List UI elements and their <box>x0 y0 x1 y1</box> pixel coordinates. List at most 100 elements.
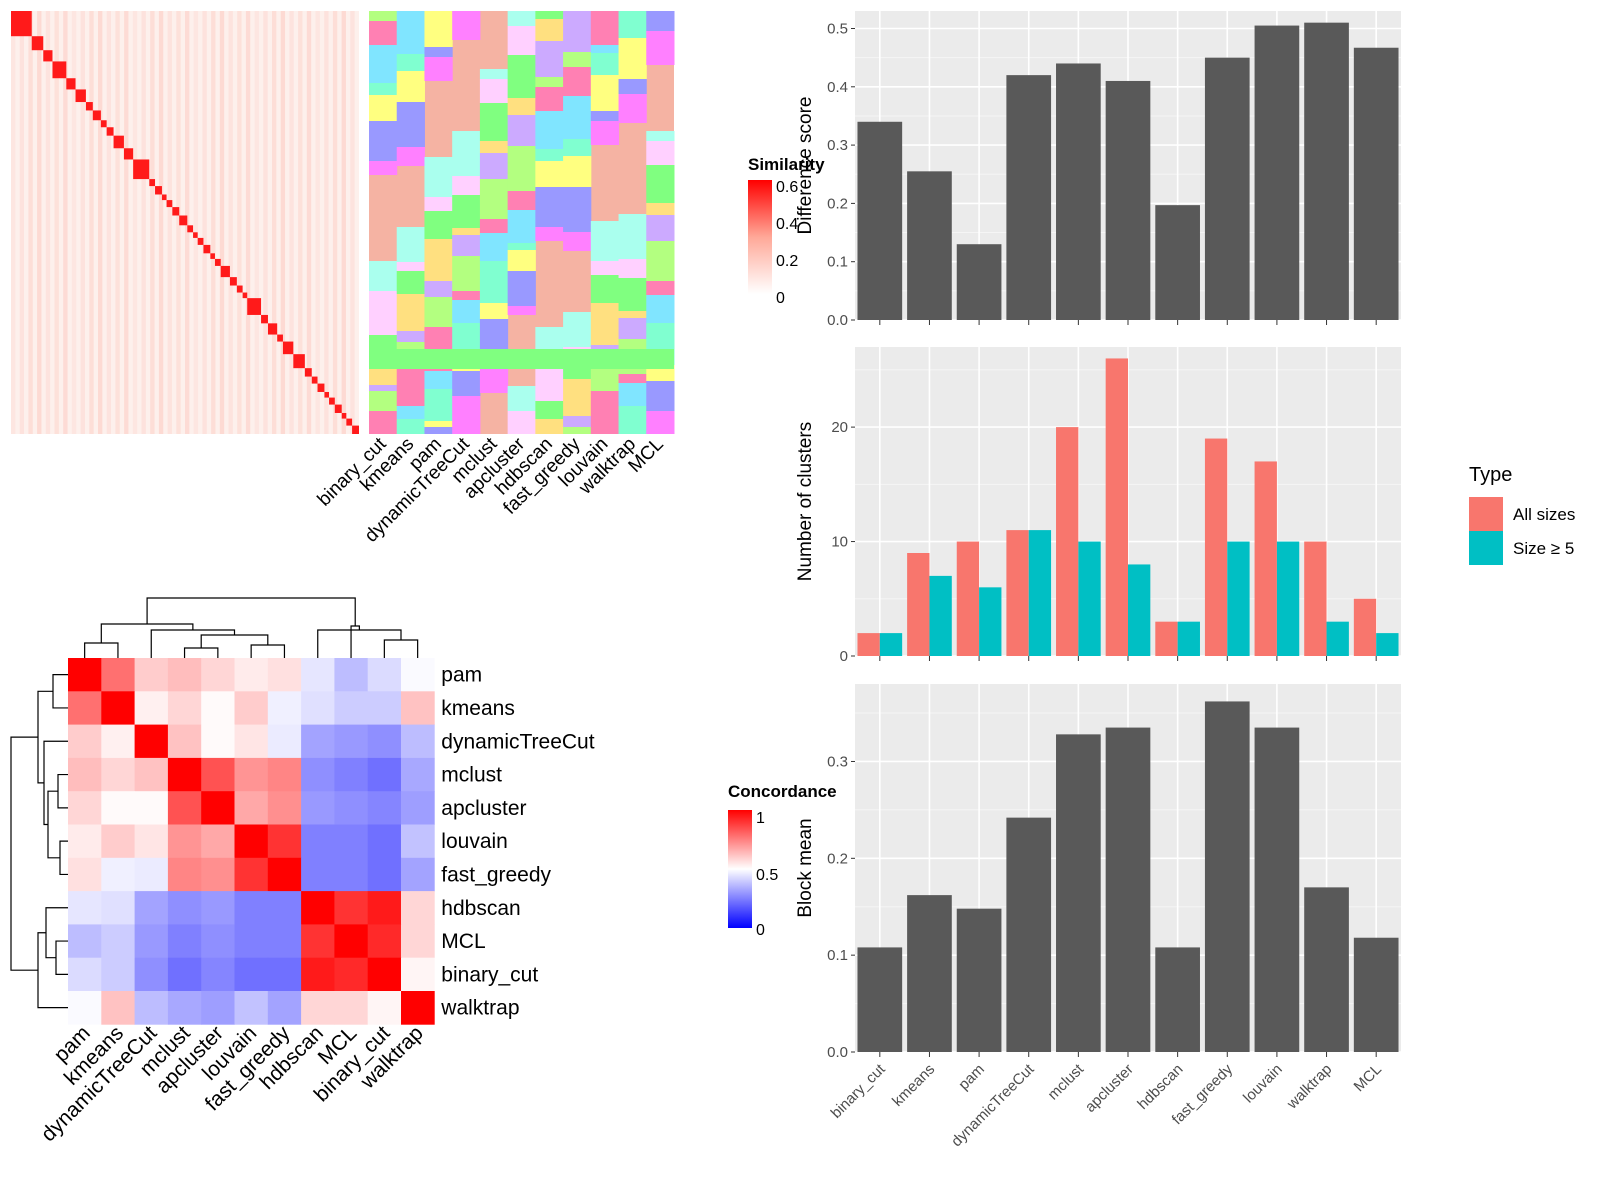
assignment-cell <box>535 187 564 227</box>
assignment-cell <box>563 187 592 232</box>
dendrogram-branch <box>146 597 356 626</box>
concordance-row-label: louvain <box>441 830 508 853</box>
assignment-cell <box>563 67 592 96</box>
similarity-block <box>187 225 194 233</box>
dendrogram-branch <box>350 625 360 658</box>
bar <box>907 895 952 1052</box>
assignment-cell <box>646 411 675 434</box>
dendrogram-branch <box>59 840 68 876</box>
assignment-cell <box>369 21 398 45</box>
bar-all-sizes <box>1155 621 1178 656</box>
similarity-block <box>346 418 353 426</box>
concordance-cell <box>234 791 269 825</box>
y-tick-label: 10 <box>831 534 848 551</box>
concordance-cell <box>101 824 135 859</box>
concordance-cell <box>334 757 369 792</box>
bar-size-ge-5 <box>929 575 952 656</box>
bar <box>1204 701 1250 1052</box>
concordance-cell <box>68 791 102 825</box>
similarity-block <box>172 207 180 216</box>
concordance-cell <box>167 757 202 792</box>
similarity-stripe <box>11 11 16 434</box>
similarity-stripe <box>132 11 138 434</box>
concordance-cell <box>301 757 335 792</box>
concordance-row-label: kmeans <box>441 697 515 720</box>
assignment-cell <box>452 396 481 434</box>
concordance-cell <box>367 891 402 925</box>
assignment-cell <box>535 111 564 149</box>
similarity-block <box>133 159 150 180</box>
concordance-cell <box>68 991 102 1025</box>
dendrogram-branch <box>150 629 236 658</box>
assignment-cell <box>563 139 592 156</box>
assignment-cell <box>646 281 675 295</box>
concordance-row-label: pam <box>441 664 482 687</box>
concordance-cell <box>68 891 102 925</box>
concordance-cell <box>267 757 302 792</box>
assignment-cell <box>369 83 398 95</box>
similarity-block <box>229 277 237 286</box>
assignment-cell <box>452 300 481 323</box>
similarity-stripe <box>150 11 155 434</box>
assignment-cell <box>535 419 564 434</box>
concordance-cell <box>201 924 235 959</box>
similarity-stripe <box>211 11 216 434</box>
bar-size-ge-5 <box>1326 621 1349 656</box>
type-legend-title: Type <box>1469 464 1512 486</box>
similarity-stripe <box>350 11 355 434</box>
similarity-block <box>293 354 305 369</box>
y-tick-label: 0.2 <box>827 195 848 212</box>
bar-size-ge-5 <box>1376 633 1399 656</box>
concordance-cell <box>134 658 169 692</box>
concordance-row-label: dynamicTreeCut <box>441 730 594 753</box>
assignment-cell <box>618 79 647 94</box>
bar-all-sizes <box>1056 427 1079 656</box>
assignment-cell <box>369 161 398 175</box>
assignment-cell <box>590 261 620 275</box>
similarity-block <box>341 412 347 419</box>
concordance-cell <box>134 691 169 725</box>
assignment-cell <box>396 262 425 271</box>
concordance-cell <box>234 957 269 992</box>
assignment-cell <box>424 281 453 297</box>
similarity-block <box>85 102 93 111</box>
concordance-cell <box>68 691 102 725</box>
assignment-cell <box>424 47 453 57</box>
dendrogram-branch <box>10 736 38 971</box>
concordance-cell <box>134 724 169 759</box>
assignment-cell <box>396 147 425 166</box>
assignment-cell <box>563 416 592 427</box>
assignment-cell <box>535 19 564 41</box>
concordance-cell <box>334 691 369 725</box>
similarity-block <box>311 376 318 384</box>
concordance-cell <box>367 991 402 1025</box>
assignment-cell <box>618 311 647 318</box>
assignment-cell <box>646 241 675 281</box>
assignment-cell <box>535 149 564 161</box>
concordance-cell <box>167 924 202 959</box>
similarity-stripe <box>80 11 85 434</box>
concordance-cell <box>201 857 235 892</box>
concordance-legend-title: Concordance <box>728 782 837 801</box>
bar <box>857 947 903 1052</box>
assignment-cell <box>507 250 536 271</box>
similarity-block <box>267 323 278 335</box>
assignment-cell <box>507 243 536 250</box>
concordance-row-label: fast_greedy <box>441 863 551 886</box>
similarity-stripe <box>341 11 346 434</box>
dendrograms <box>10 597 419 1009</box>
assignment-cell <box>618 278 647 311</box>
concordance-cell <box>167 691 202 725</box>
similarity-block <box>149 179 156 187</box>
similarity-block <box>214 258 221 266</box>
bar <box>1155 205 1200 320</box>
similarity-stripe <box>89 11 94 434</box>
similarity-stripe <box>306 11 312 434</box>
dendrogram-branch <box>250 644 286 658</box>
similarity-stripe <box>19 11 25 434</box>
concordance-cell <box>68 957 102 992</box>
similarity-block <box>304 368 312 377</box>
y-axis-label: Block mean <box>795 818 816 917</box>
concordance-cell <box>401 924 435 959</box>
